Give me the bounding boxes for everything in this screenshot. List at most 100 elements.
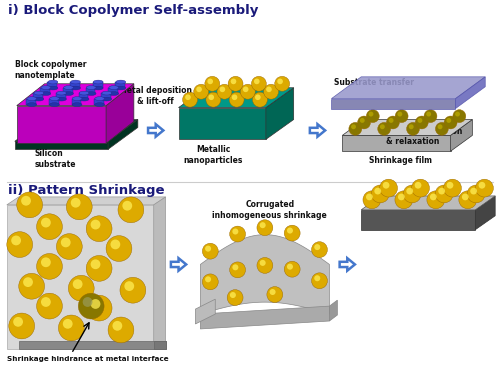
Circle shape [13, 317, 23, 327]
Circle shape [58, 315, 84, 341]
Text: Block copolymer
nanotemplate: Block copolymer nanotemplate [15, 60, 86, 80]
Circle shape [444, 116, 457, 129]
Circle shape [427, 191, 444, 209]
Ellipse shape [70, 86, 81, 90]
Bar [40, 87, 50, 94]
Ellipse shape [109, 92, 118, 96]
Circle shape [110, 240, 120, 249]
Polygon shape [148, 124, 164, 136]
Polygon shape [16, 84, 134, 106]
Ellipse shape [95, 103, 104, 106]
Circle shape [90, 260, 101, 269]
Circle shape [61, 237, 70, 248]
Polygon shape [361, 196, 495, 210]
Circle shape [202, 274, 218, 290]
Text: Metallic
nanoparticles: Metallic nanoparticles [184, 146, 243, 165]
Ellipse shape [56, 97, 66, 101]
Circle shape [205, 246, 211, 252]
Circle shape [16, 192, 42, 218]
Circle shape [382, 182, 390, 189]
Ellipse shape [34, 97, 43, 101]
Bar [63, 87, 73, 94]
Polygon shape [178, 88, 294, 108]
Circle shape [267, 286, 283, 303]
Bar [72, 99, 82, 105]
Circle shape [412, 179, 430, 197]
Circle shape [277, 79, 283, 84]
Circle shape [194, 84, 208, 99]
Circle shape [287, 228, 293, 234]
Polygon shape [178, 108, 266, 140]
Circle shape [185, 94, 191, 100]
Circle shape [205, 276, 211, 282]
Circle shape [254, 79, 260, 84]
Bar [78, 93, 88, 99]
Circle shape [11, 236, 21, 245]
Circle shape [467, 185, 485, 203]
Bar [34, 93, 43, 99]
Text: Surface reconstruction
& relaxation: Surface reconstruction & relaxation [363, 127, 462, 146]
Ellipse shape [27, 97, 36, 100]
Polygon shape [15, 120, 138, 141]
Circle shape [436, 122, 448, 135]
Polygon shape [342, 135, 450, 151]
Circle shape [227, 290, 243, 306]
Circle shape [86, 216, 112, 242]
Text: Silicon
substrate: Silicon substrate [34, 149, 76, 169]
Circle shape [478, 182, 486, 189]
Circle shape [36, 214, 62, 240]
Circle shape [260, 222, 266, 228]
Ellipse shape [86, 92, 96, 96]
Circle shape [424, 110, 437, 123]
Circle shape [470, 188, 477, 195]
Polygon shape [266, 88, 293, 140]
Circle shape [270, 289, 276, 295]
Polygon shape [7, 205, 154, 349]
Polygon shape [154, 197, 166, 349]
Bar [86, 87, 96, 94]
Text: i) Block Copolymer Self-assembly: i) Block Copolymer Self-assembly [8, 4, 258, 17]
Circle shape [351, 124, 356, 129]
Circle shape [230, 79, 236, 84]
Ellipse shape [72, 97, 82, 100]
Circle shape [232, 94, 237, 100]
Circle shape [182, 92, 198, 107]
Circle shape [229, 92, 244, 107]
Circle shape [260, 260, 266, 266]
Circle shape [312, 273, 328, 289]
Polygon shape [108, 120, 138, 149]
Text: Corrugated
inhomogeneous shrinkage: Corrugated inhomogeneous shrinkage [212, 200, 327, 220]
Polygon shape [340, 258, 355, 271]
Circle shape [462, 194, 468, 200]
Circle shape [368, 112, 374, 117]
Polygon shape [18, 341, 166, 349]
Polygon shape [476, 196, 495, 230]
Polygon shape [330, 300, 338, 321]
Circle shape [206, 92, 221, 107]
Circle shape [71, 198, 81, 208]
Text: Substrate transfer: Substrate transfer [334, 78, 413, 87]
Bar [49, 99, 59, 105]
Ellipse shape [86, 86, 96, 90]
Bar [116, 82, 125, 88]
Circle shape [230, 262, 246, 278]
Circle shape [438, 188, 445, 195]
Bar [94, 99, 104, 105]
Text: Shrinkage hindrance at metal interface: Shrinkage hindrance at metal interface [7, 356, 168, 362]
Circle shape [398, 194, 404, 200]
Ellipse shape [27, 103, 36, 106]
Ellipse shape [94, 86, 103, 90]
Polygon shape [200, 235, 330, 314]
Circle shape [243, 87, 248, 92]
Circle shape [360, 118, 364, 123]
Circle shape [378, 122, 390, 135]
Circle shape [82, 297, 92, 307]
Circle shape [453, 110, 466, 123]
Circle shape [18, 273, 44, 299]
Ellipse shape [34, 91, 43, 95]
Polygon shape [456, 77, 485, 109]
Circle shape [240, 84, 255, 99]
Circle shape [374, 188, 381, 195]
Circle shape [106, 236, 132, 261]
Ellipse shape [64, 92, 74, 96]
